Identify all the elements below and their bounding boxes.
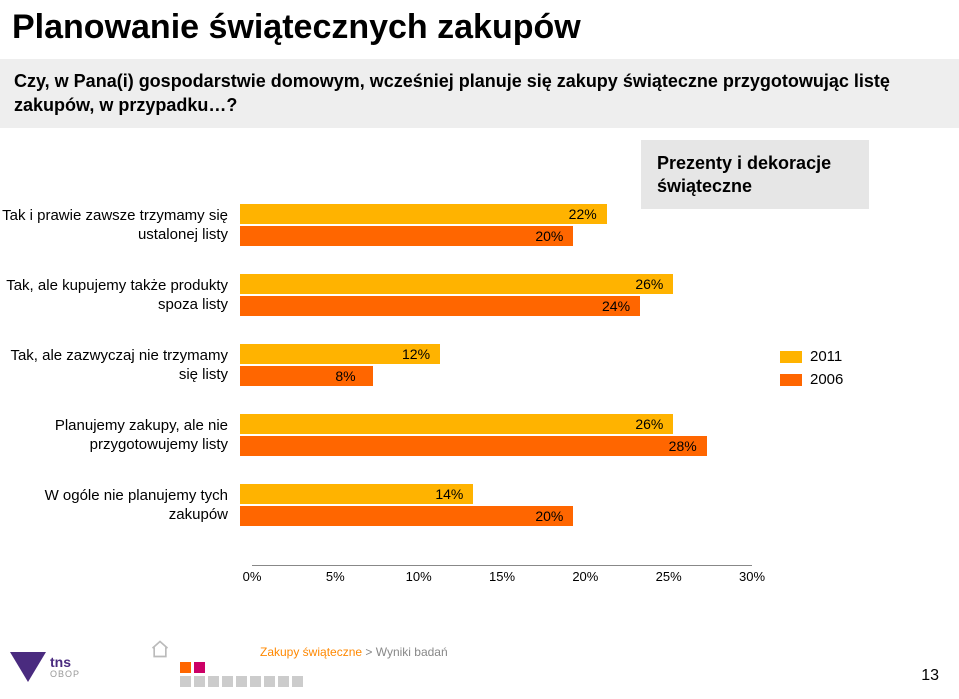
- page-number: 13: [921, 667, 939, 685]
- bar-2006: 24%: [240, 296, 640, 316]
- logo-brand: tns: [50, 655, 80, 669]
- bar-2006: 20%: [240, 506, 573, 526]
- chart-row: Tak i prawie zawsze trzymamy się ustalon…: [0, 200, 959, 252]
- bar-2006: 8%: [240, 366, 373, 386]
- chart-subtitle: Prezenty i dekoracje świąteczne: [641, 140, 869, 209]
- legend-swatch: [780, 374, 802, 386]
- bar-value-2006: 20%: [535, 228, 563, 244]
- bar-chart: Tak i prawie zawsze trzymamy się ustalon…: [0, 200, 959, 590]
- chart-row: Tak, ale kupujemy także produkty spoza l…: [0, 270, 959, 322]
- bar-value-2006: 28%: [669, 438, 697, 454]
- bar-value-2006: 24%: [602, 298, 630, 314]
- bar-2011: 14%: [240, 484, 473, 504]
- decor-square: [292, 676, 303, 687]
- decor-squares-top: [180, 662, 205, 673]
- axis-tick: 0%: [243, 569, 262, 584]
- logo-sub: OBOP: [50, 669, 80, 679]
- decor-square: [208, 676, 219, 687]
- bars-cell: 26% 28%: [240, 414, 740, 458]
- decor-square: [264, 676, 275, 687]
- home-icon: [150, 639, 170, 659]
- bar-value-2011: 26%: [635, 416, 663, 432]
- legend-item: 2011: [780, 348, 843, 365]
- bar-2011: 12%: [240, 344, 440, 364]
- bars-cell: 22% 20%: [240, 204, 740, 248]
- axis-tick: 15%: [489, 569, 515, 584]
- category-label: W ogóle nie planujemy tych zakupów: [0, 487, 240, 525]
- decor-square: [236, 676, 247, 687]
- axis-tick: 10%: [406, 569, 432, 584]
- bar-value-2011: 14%: [435, 486, 463, 502]
- category-label: Tak i prawie zawsze trzymamy się ustalon…: [0, 207, 240, 245]
- category-label: Planujemy zakupy, ale nie przygotowujemy…: [0, 417, 240, 455]
- bar-value-2006: 8%: [335, 368, 355, 384]
- decor-square: [250, 676, 261, 687]
- legend-label: 2006: [810, 371, 843, 388]
- decor-square: [278, 676, 289, 687]
- page-title: Planowanie świątecznych zakupów: [0, 0, 959, 59]
- axis-tick: 30%: [739, 569, 765, 584]
- logo-triangle-icon: [10, 652, 46, 682]
- chart-row: W ogóle nie planujemy tych zakupów 14% 20%: [0, 480, 959, 532]
- chart-legend: 2011 2006: [780, 348, 843, 394]
- legend-item: 2006: [780, 371, 843, 388]
- question-text: Czy, w Pana(i) gospodarstwie domowym, wc…: [0, 59, 959, 128]
- axis-tick: 5%: [326, 569, 345, 584]
- bar-value-2011: 22%: [569, 206, 597, 222]
- decor-square: [180, 676, 191, 687]
- bar-value-2011: 12%: [402, 346, 430, 362]
- axis-tick: 20%: [572, 569, 598, 584]
- decor-squares: [180, 676, 303, 687]
- decor-square: [222, 676, 233, 687]
- bars-cell: 26% 24%: [240, 274, 740, 318]
- breadcrumb-trail: > Wyniki badań: [362, 645, 448, 659]
- axis-tick: 25%: [656, 569, 682, 584]
- bar-value-2006: 20%: [535, 508, 563, 524]
- bars-cell: 12% 8%: [240, 344, 740, 388]
- bars-cell: 14% 20%: [240, 484, 740, 528]
- decor-square: [194, 662, 205, 673]
- x-axis: 0%5%10%15%20%25%30%: [252, 565, 752, 585]
- bar-2006: 28%: [240, 436, 707, 456]
- bar-2011: 22%: [240, 204, 607, 224]
- category-label: Tak, ale kupujemy także produkty spoza l…: [0, 277, 240, 315]
- breadcrumb: Zakupy świąteczne > Wyniki badań: [260, 645, 448, 659]
- bar-2011: 26%: [240, 414, 673, 434]
- legend-label: 2011: [810, 348, 842, 365]
- chart-row: Planujemy zakupy, ale nie przygotowujemy…: [0, 410, 959, 462]
- category-label: Tak, ale zazwyczaj nie trzymamy się list…: [0, 347, 240, 385]
- bar-2006: 20%: [240, 226, 573, 246]
- legend-swatch: [780, 351, 802, 363]
- bar-2011: 26%: [240, 274, 673, 294]
- breadcrumb-main: Zakupy świąteczne: [260, 645, 362, 659]
- decor-square: [180, 662, 191, 673]
- bar-value-2011: 26%: [635, 276, 663, 292]
- decor-square: [194, 676, 205, 687]
- tns-logo: tns OBOP: [10, 645, 110, 689]
